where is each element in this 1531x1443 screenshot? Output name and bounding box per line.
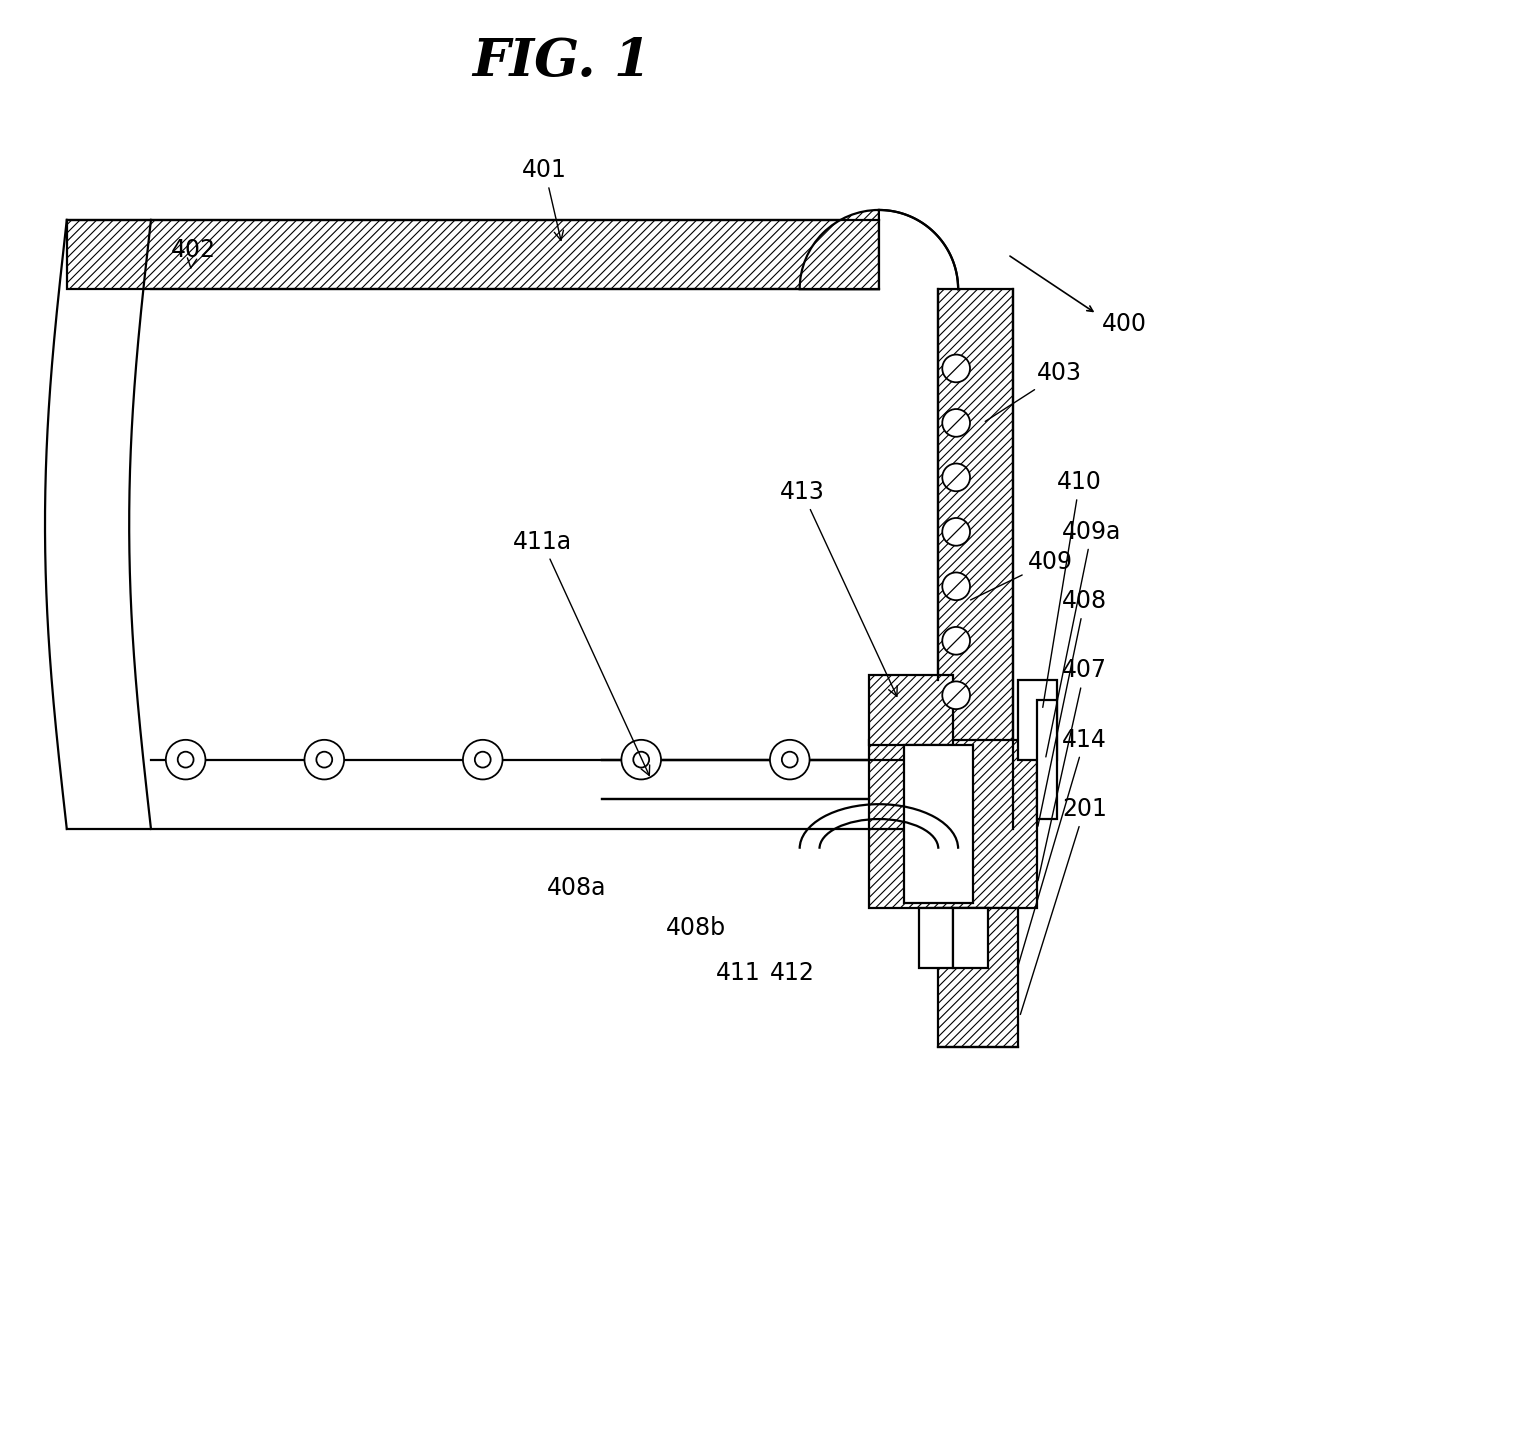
- Text: 409: 409: [971, 550, 1072, 600]
- Circle shape: [942, 681, 971, 709]
- Circle shape: [317, 752, 332, 768]
- Text: 411a: 411a: [513, 530, 649, 775]
- Text: 401: 401: [522, 159, 568, 241]
- Bar: [1038, 700, 1058, 820]
- Text: 402: 402: [171, 238, 216, 268]
- Bar: [870, 675, 954, 745]
- Text: 403: 403: [986, 361, 1082, 421]
- Bar: [939, 908, 1018, 1046]
- Bar: [954, 908, 987, 968]
- Circle shape: [942, 573, 971, 600]
- Circle shape: [942, 355, 971, 382]
- Text: 408a: 408a: [547, 876, 606, 900]
- Text: 412: 412: [770, 961, 814, 984]
- Circle shape: [942, 463, 971, 491]
- Circle shape: [942, 518, 971, 545]
- Bar: [919, 908, 954, 968]
- Circle shape: [622, 740, 661, 779]
- Bar: [939, 289, 1012, 828]
- Bar: [67, 219, 879, 289]
- Text: 414: 414: [1018, 727, 1107, 965]
- Wedge shape: [799, 211, 879, 289]
- Circle shape: [782, 752, 798, 768]
- Circle shape: [305, 740, 344, 779]
- Text: 201: 201: [1020, 797, 1107, 1014]
- Text: 411: 411: [715, 961, 761, 984]
- Bar: [1018, 681, 1058, 759]
- Circle shape: [178, 752, 193, 768]
- Text: 400: 400: [1102, 312, 1147, 336]
- Bar: [67, 289, 939, 828]
- Circle shape: [462, 740, 502, 779]
- Circle shape: [942, 408, 971, 437]
- Text: 408: 408: [1038, 589, 1107, 827]
- Circle shape: [475, 752, 490, 768]
- Circle shape: [634, 752, 649, 768]
- Circle shape: [942, 626, 971, 655]
- Text: FIG. 1: FIG. 1: [473, 36, 651, 87]
- Text: 408b: 408b: [666, 916, 726, 939]
- Text: 407: 407: [1038, 658, 1107, 880]
- Text: 413: 413: [779, 481, 897, 697]
- Circle shape: [165, 740, 205, 779]
- Text: 410: 410: [1043, 470, 1102, 707]
- Circle shape: [770, 740, 810, 779]
- Text: 409a: 409a: [1046, 519, 1122, 758]
- Bar: [903, 745, 974, 903]
- Bar: [870, 740, 1038, 908]
